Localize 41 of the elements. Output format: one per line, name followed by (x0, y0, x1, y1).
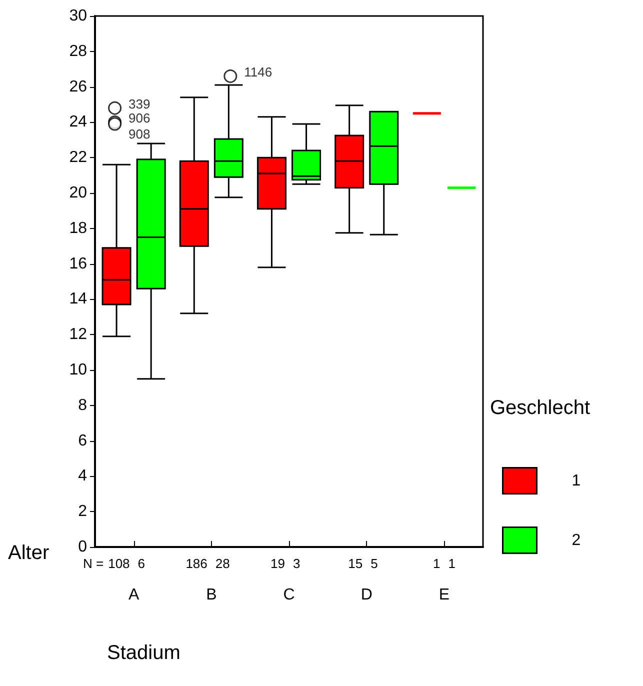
y-tick-label: 26 (69, 78, 88, 96)
x-tick-label: E (438, 586, 450, 604)
y-tick-label: 4 (78, 468, 88, 485)
x-axis-title: Stadium (107, 642, 180, 664)
text: 1 (448, 556, 456, 571)
y-tick-label: 30 (69, 8, 88, 24)
annotation: 1146 (244, 64, 272, 80)
y-tick-label: 14 (69, 290, 88, 308)
y-tick-label: 18 (69, 220, 88, 237)
text: 5 (370, 556, 378, 571)
x-tick-label: B (206, 586, 217, 604)
text: 15 (348, 556, 363, 571)
text: 3 (293, 556, 300, 571)
y-tick-label: 24 (69, 114, 88, 131)
legend-title: Geschlecht (490, 397, 590, 419)
legend-label: 1 (572, 472, 581, 490)
annotation: 339 (128, 96, 150, 112)
text: 1 (432, 556, 440, 571)
text: 19 (270, 556, 285, 571)
y-tick-label: 2 (78, 503, 88, 520)
text: 108 (108, 556, 130, 571)
x-tick-label: D (360, 586, 372, 604)
y-tick-label: 0 (78, 538, 88, 556)
text: N = (83, 556, 104, 571)
x-tick-label: C (283, 586, 295, 604)
text: 28 (215, 556, 230, 571)
y-tick-label: 28 (69, 42, 88, 60)
y-tick-label: 8 (78, 396, 88, 414)
y-tick-label: 12 (69, 326, 88, 344)
y-tick-label: 6 (78, 432, 88, 450)
y-tick-label: 22 (69, 149, 88, 166)
y-tick-label: 20 (69, 184, 88, 202)
x-tick-label: A (128, 586, 140, 604)
annotation: 906 (128, 110, 150, 126)
annotation: 908 (128, 126, 150, 142)
text: 6 (138, 556, 146, 571)
y-tick-label: 10 (69, 362, 88, 378)
legend-label: 2 (572, 532, 581, 549)
text: 186 (186, 556, 208, 571)
y-axis-title: Alter (8, 542, 50, 564)
y-tick-label: 16 (69, 255, 88, 272)
